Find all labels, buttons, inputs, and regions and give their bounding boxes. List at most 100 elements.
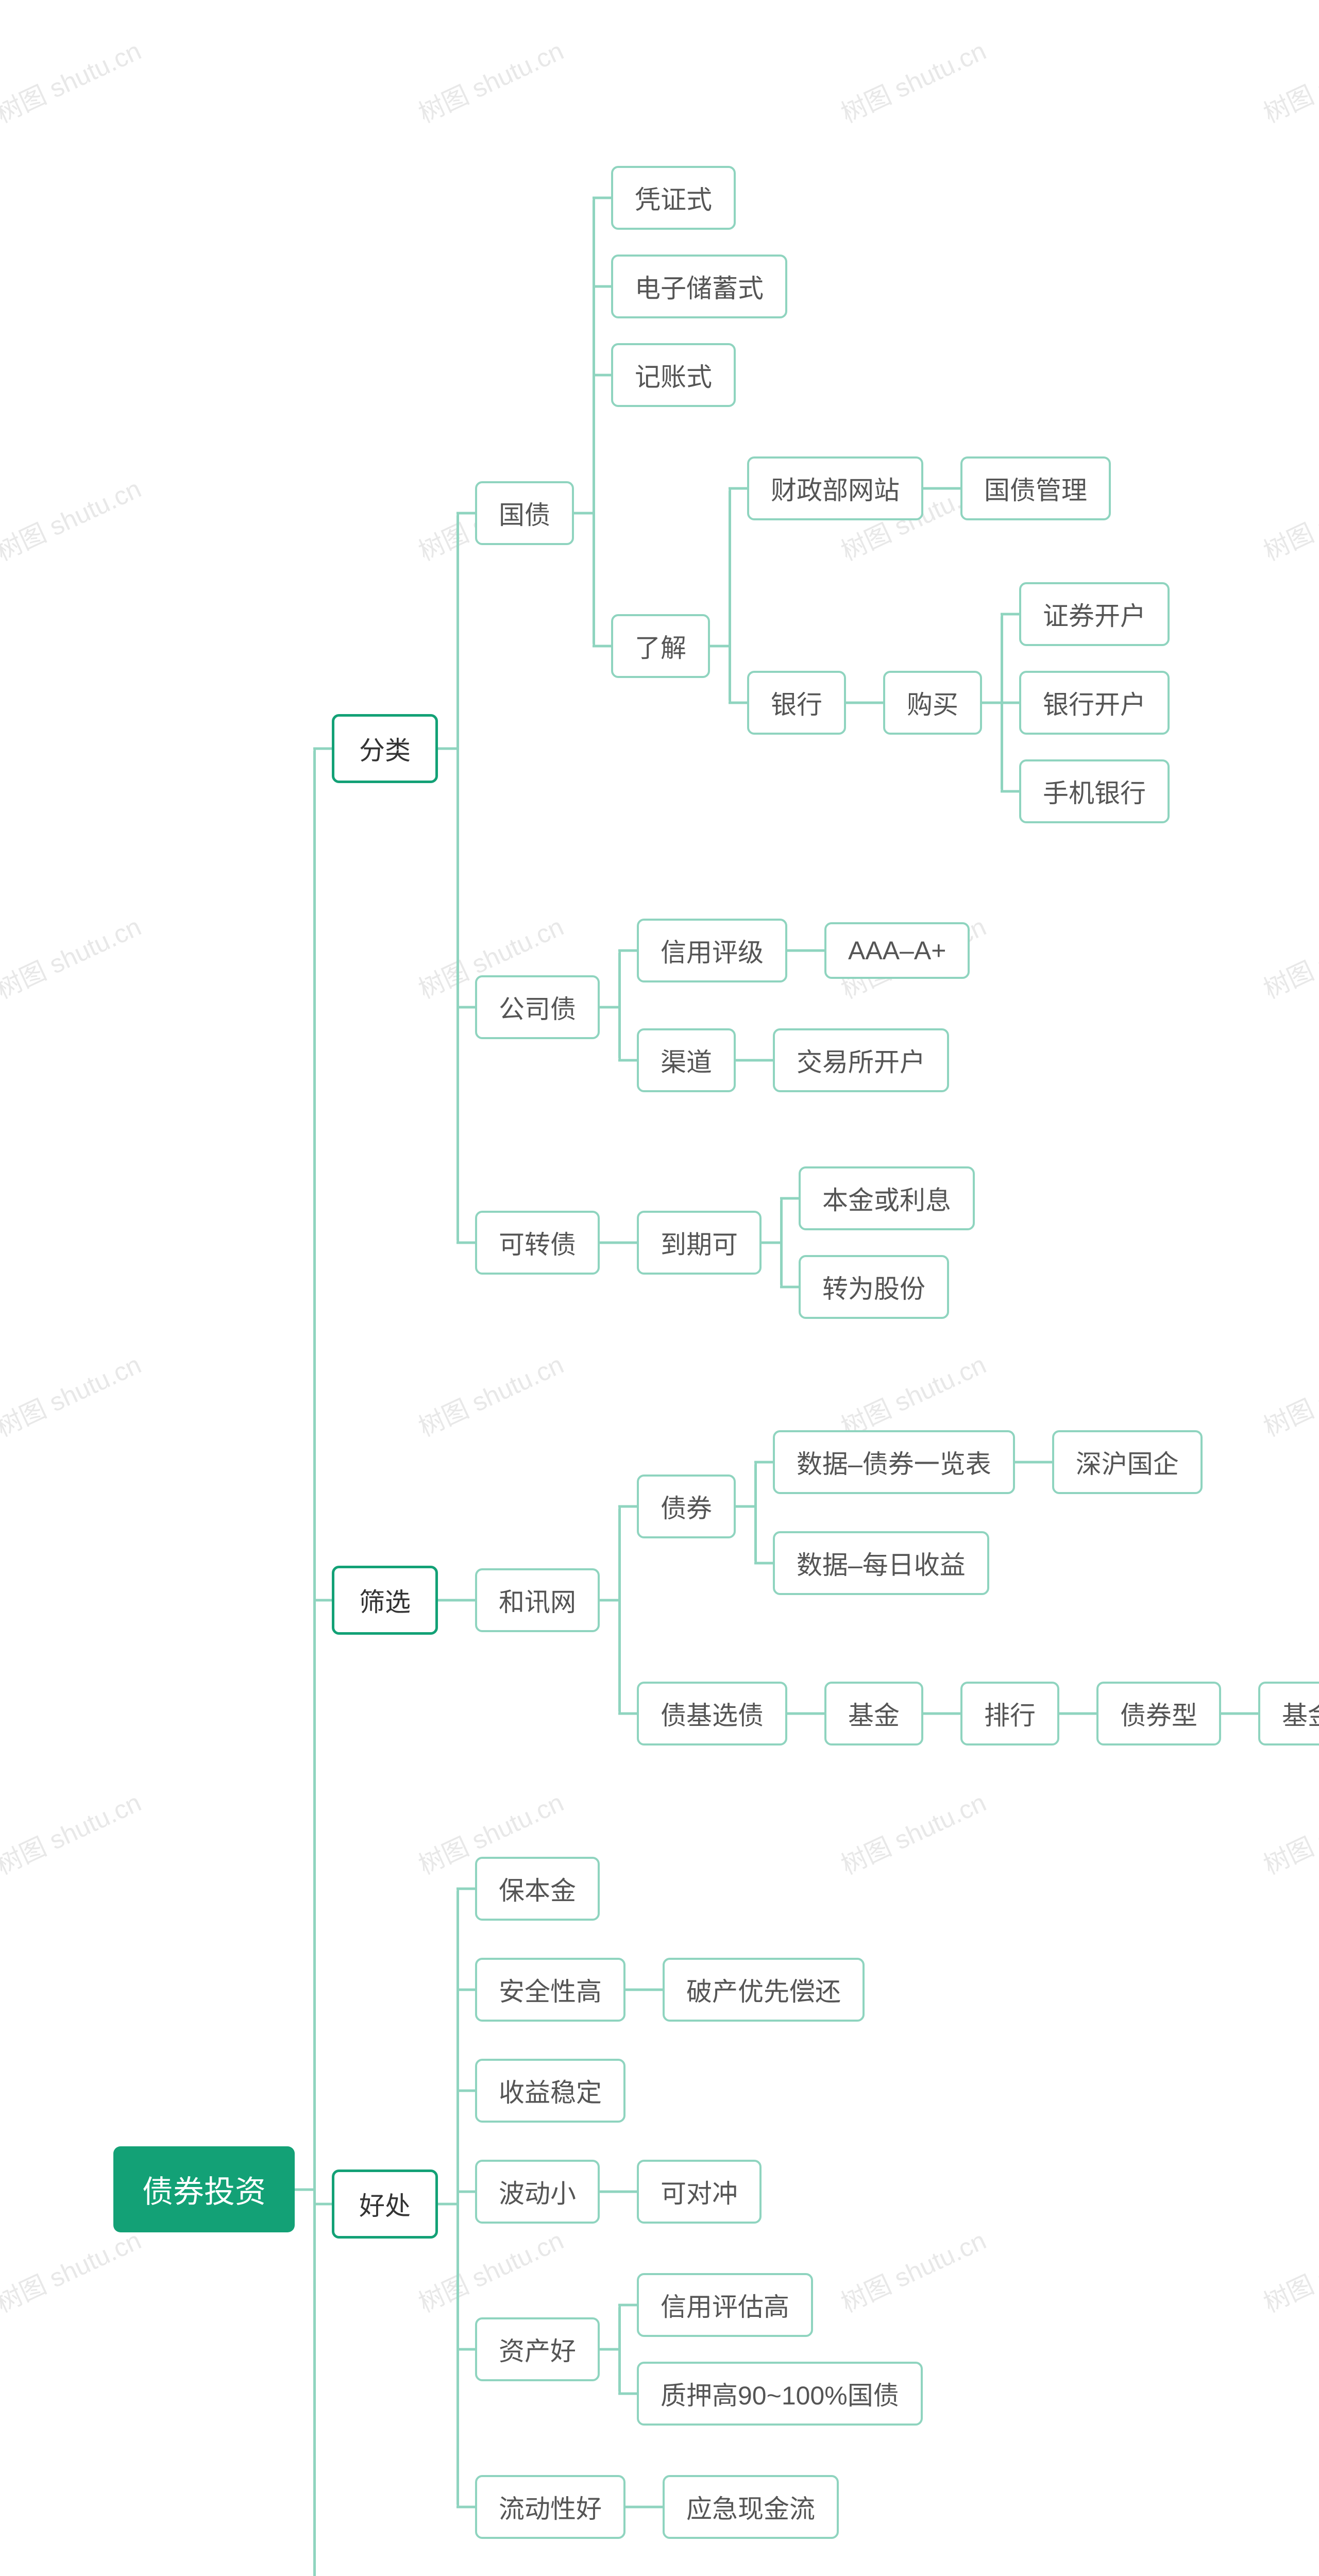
- children-group: 和讯网债券数据–债券一览表深沪国企数据–每日收益债基选债基金排行债券型基金持债研…: [475, 1381, 1319, 1820]
- node[interactable]: 电子储蓄式: [611, 255, 787, 318]
- children-group: 基金排行债券型基金持债研究: [824, 1632, 1319, 1795]
- watermark: 树图 shutu.cn: [1257, 30, 1319, 130]
- node[interactable]: 购买: [883, 671, 982, 735]
- child-connector: 财政部网站国债管理: [747, 432, 1170, 545]
- children-group: 交易所开户: [773, 1016, 949, 1105]
- child-connector: 国债凭证式电子储蓄式记账式了解财政部网站国债管理银行购买证券开户银行开户手机银行: [475, 141, 1170, 885]
- node[interactable]: 凭证式: [611, 166, 736, 230]
- node[interactable]: 好处: [332, 2170, 438, 2239]
- node[interactable]: 信用评级: [637, 919, 787, 982]
- children-group: 排行债券型基金持债研究: [960, 1645, 1319, 1783]
- child-connector: 破产优先偿还: [663, 1945, 865, 2034]
- child-connector: 凭证式: [611, 154, 1170, 242]
- watermark: 树图 shutu.cn: [834, 30, 991, 130]
- child-connector: 可对冲: [637, 2147, 762, 2236]
- node[interactable]: 破产优先偿还: [663, 1958, 865, 2022]
- node[interactable]: 数据–每日收益: [773, 1531, 989, 1595]
- node[interactable]: 信用评估高: [637, 2273, 813, 2337]
- children-group: 财政部网站国债管理银行购买证券开户银行开户手机银行: [747, 432, 1170, 860]
- node[interactable]: 保本金: [475, 1857, 600, 1921]
- node[interactable]: 数据–债券一览表: [773, 1430, 1015, 1494]
- child-connector: 数据–债券一览表深沪国企: [773, 1405, 1203, 1519]
- node[interactable]: 流动性好: [475, 2475, 625, 2539]
- child-connector: 国债管理: [960, 444, 1111, 533]
- node[interactable]: 到期可: [637, 1211, 762, 1275]
- mind-map: 树图 shutu.cn树图 shutu.cn树图 shutu.cn树图 shut…: [0, 0, 1319, 2576]
- child-connector: 保本金: [475, 1844, 923, 1933]
- node[interactable]: 手机银行: [1019, 759, 1170, 823]
- node[interactable]: AAA–A+: [824, 922, 970, 979]
- node[interactable]: 财政部网站: [747, 456, 923, 520]
- child-connector: 基金持债研究: [1258, 1669, 1319, 1758]
- node[interactable]: 公司债: [475, 975, 600, 1039]
- watermark: 树图 shutu.cn: [0, 30, 146, 130]
- node[interactable]: 波动小: [475, 2160, 600, 2224]
- node[interactable]: 交易所开户: [773, 1028, 949, 1092]
- child-connector: 和讯网债券数据–债券一览表深沪国企数据–每日收益债基选债基金排行债券型基金持债研…: [475, 1381, 1319, 1820]
- node[interactable]: 深沪国企: [1052, 1430, 1203, 1494]
- children-group: 国债凭证式电子储蓄式记账式了解财政部网站国债管理银行购买证券开户银行开户手机银行…: [475, 141, 1170, 1356]
- children-group: 国债管理: [960, 444, 1111, 533]
- node[interactable]: 收益稳定: [475, 2059, 625, 2123]
- node[interactable]: 转为股份: [799, 1255, 949, 1319]
- child-connector: 可转债到期可本金或利息转为股份: [475, 1129, 1170, 1356]
- node[interactable]: 筛选: [332, 1566, 438, 1635]
- child-connector: 本金或利息: [799, 1154, 975, 1243]
- child-connector: 波动小可对冲: [475, 2135, 923, 2248]
- node[interactable]: 排行: [960, 1682, 1059, 1745]
- node[interactable]: 记账式: [611, 343, 736, 407]
- node[interactable]: 债券型: [1096, 1682, 1221, 1745]
- child-connector: 银行开户: [1019, 658, 1170, 747]
- child-connector: 银行购买证券开户银行开户手机银行: [747, 545, 1170, 860]
- node[interactable]: 应急现金流: [663, 2475, 839, 2539]
- node[interactable]: 基金持债研究: [1258, 1682, 1319, 1745]
- node[interactable]: 分类: [332, 714, 438, 783]
- children-group: 分类国债凭证式电子储蓄式记账式了解财政部网站国债管理银行购买证券开户银行开户手机…: [332, 129, 1319, 2576]
- child-connector: 筛选和讯网债券数据–债券一览表深沪国企数据–每日收益债基选债基金排行债券型基金持…: [332, 1368, 1319, 1832]
- children-group: 债券型基金持债研究: [1096, 1657, 1319, 1770]
- children-group: 深沪国企: [1052, 1418, 1203, 1506]
- node[interactable]: 本金或利息: [799, 1166, 975, 1230]
- node[interactable]: 基金: [824, 1682, 923, 1745]
- children-group: 信用评级 AAA–A+ 渠道交易所开户: [637, 897, 970, 1117]
- child-connector: 了解财政部网站国债管理银行购买证券开户银行开户手机银行: [611, 419, 1170, 873]
- node[interactable]: 证券开户: [1019, 582, 1170, 646]
- node[interactable]: 安全性高: [475, 1958, 625, 2022]
- node[interactable]: 国债: [475, 481, 574, 545]
- node[interactable]: 国债管理: [960, 456, 1111, 520]
- child-connector: 应急现金流: [663, 2463, 839, 2551]
- child-connector: 流动性好应急现金流: [475, 2450, 923, 2564]
- child-connector: 公司债信用评级 AAA–A+ 渠道交易所开户: [475, 885, 1170, 1129]
- children-group: 到期可本金或利息转为股份: [637, 1142, 975, 1344]
- children-group: 破产优先偿还: [663, 1945, 865, 2034]
- node[interactable]: 债券: [637, 1475, 736, 1538]
- node[interactable]: 了解: [611, 614, 710, 678]
- node[interactable]: 债基选债: [637, 1682, 787, 1745]
- children-group: 基金持债研究: [1258, 1669, 1319, 1758]
- children-group: 凭证式电子储蓄式记账式了解财政部网站国债管理银行购买证券开户银行开户手机银行: [611, 154, 1170, 873]
- child-connector: 到期可本金或利息转为股份: [637, 1142, 975, 1344]
- child-connector: 基金排行债券型基金持债研究: [824, 1632, 1319, 1795]
- node[interactable]: 和讯网: [475, 1568, 600, 1632]
- node[interactable]: 可转债: [475, 1211, 600, 1275]
- child-connector: 转为股份: [799, 1243, 975, 1331]
- node[interactable]: 可对冲: [637, 2160, 762, 2224]
- child-connector: AAA–A+: [824, 910, 970, 991]
- node[interactable]: 资产好: [475, 2317, 600, 2381]
- node[interactable]: 银行: [747, 671, 846, 735]
- child-connector: 购买证券开户银行开户手机银行: [883, 557, 1170, 848]
- children-group: 购买证券开户银行开户手机银行: [883, 557, 1170, 848]
- child-connector: 信用评级 AAA–A+: [637, 897, 970, 1004]
- node[interactable]: 渠道: [637, 1028, 736, 1092]
- children-group: 应急现金流: [663, 2463, 839, 2551]
- node[interactable]: 质押高90~100%国债: [637, 2362, 923, 2426]
- node[interactable]: 银行开户: [1019, 671, 1170, 735]
- child-connector: 电子储蓄式: [611, 242, 1170, 331]
- root-node[interactable]: 债券投资: [113, 2146, 295, 2232]
- child-connector: 安全性高破产优先偿还: [475, 1933, 923, 2046]
- child-connector: 记账式: [611, 331, 1170, 419]
- children-group: 可对冲: [637, 2147, 762, 2236]
- child-connector: 收益稳定: [475, 2046, 923, 2135]
- child-connector: 质押高90~100%国债: [637, 2349, 923, 2438]
- child-connector: 数据–每日收益: [773, 1519, 1203, 1607]
